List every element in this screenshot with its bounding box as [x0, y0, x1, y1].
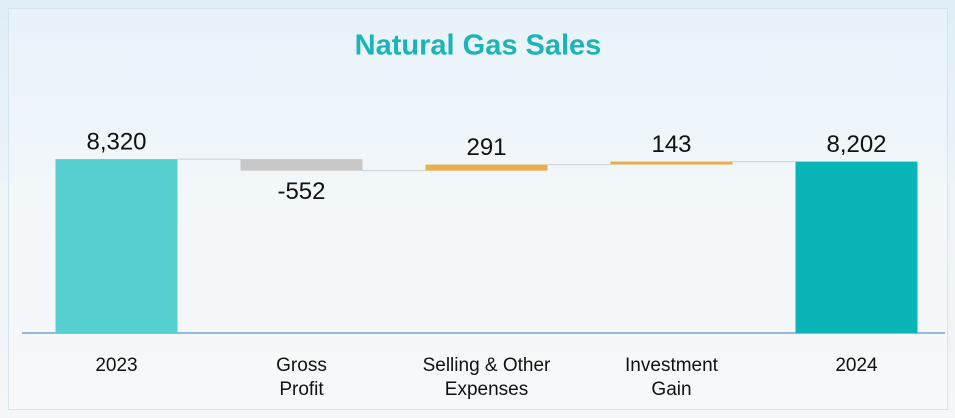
data-label: -552 — [277, 178, 325, 205]
bar — [240, 159, 363, 171]
bar — [795, 161, 918, 333]
x-tick-label: 2024 — [835, 355, 878, 376]
bar — [610, 161, 733, 165]
bar — [425, 164, 548, 171]
x-tick-label: Investment Gain — [625, 355, 718, 400]
data-label: 291 — [466, 134, 506, 161]
x-tick-label: Gross Profit — [276, 355, 327, 400]
x-tick-label: 2023 — [95, 355, 138, 376]
chart-title: Natural Gas Sales — [355, 30, 602, 62]
data-label: 8,320 — [86, 128, 146, 155]
x-tick-label: Selling & Other Expenses — [422, 355, 551, 400]
data-label: 143 — [651, 131, 691, 158]
bar — [55, 159, 178, 333]
data-label: 8,202 — [826, 131, 886, 158]
